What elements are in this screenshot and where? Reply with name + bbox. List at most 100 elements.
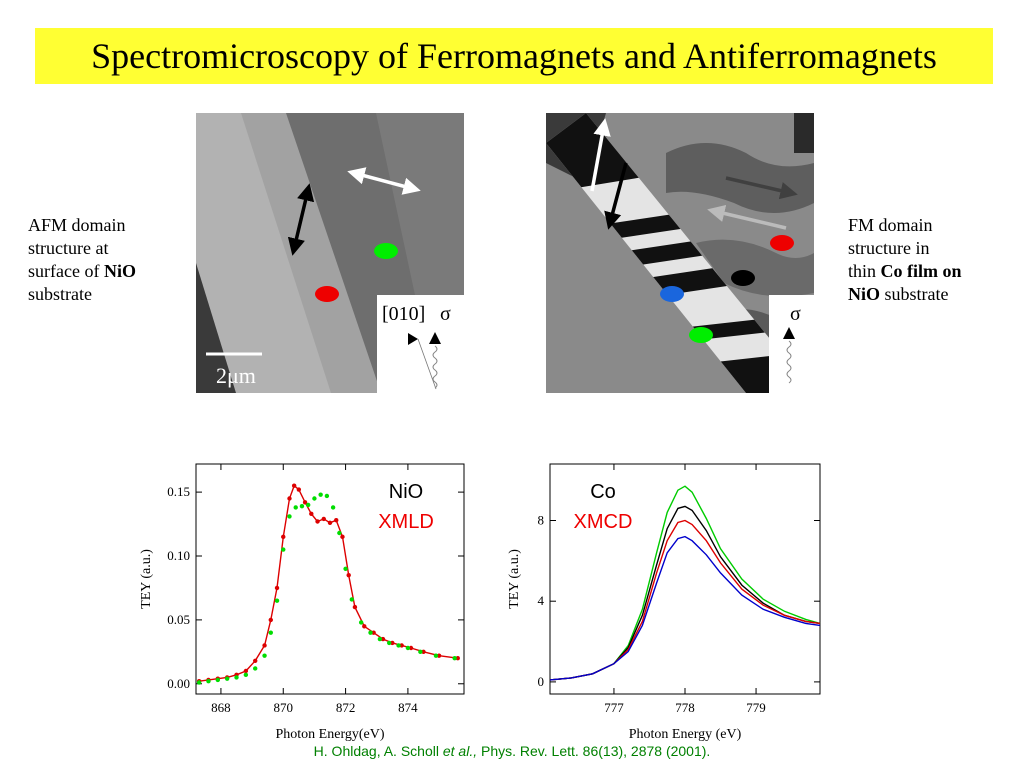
x-tick-label: 872: [336, 700, 356, 715]
series-1-point: [405, 645, 411, 651]
series-0-point: [340, 534, 345, 540]
series-1-point: [281, 547, 286, 552]
series-0-point: [291, 483, 297, 488]
x-tick-label: 868: [211, 700, 231, 715]
series-0-point: [455, 656, 460, 661]
fm-desc-line1: FM domain: [848, 215, 933, 235]
series-0-point: [352, 604, 358, 610]
fm-black-spot: [731, 270, 755, 286]
x-tick-label: 870: [274, 700, 294, 715]
fm-white-arrow: [590, 118, 611, 192]
citation: H. Ohldag, A. Scholl et al., Phys. Rev. …: [0, 743, 1024, 759]
y-tick-label: 0.00: [167, 676, 190, 691]
fm-desc-line2: structure in: [848, 238, 930, 258]
series-0-point: [334, 518, 339, 523]
afm-dark-corner: [196, 263, 236, 393]
series-1-point: [433, 653, 439, 658]
x-axis-label: Photon Energy (eV): [629, 727, 742, 742]
fm-green-spot: [689, 327, 713, 343]
afm-white-arrow: [347, 167, 421, 195]
series-1-point: [253, 666, 258, 671]
afm-inset-beam-line: [417, 338, 437, 390]
x-tick-label: 777: [604, 700, 624, 715]
series-1-point: [387, 640, 392, 646]
afm-inset-direction-arrow: [408, 333, 418, 345]
y-tick-label: 0.15: [167, 484, 190, 499]
afm-desc-line3-bold: NiO: [103, 261, 136, 281]
citation-ref: Phys. Rev. Lett. 86(13), 2878 (2001).: [477, 743, 711, 759]
y-tick-label: 0.10: [167, 548, 190, 563]
fm-dark-domain-1: [666, 143, 814, 213]
co-xmcd-svg: 777 778 779 0 4 8 Photon Energy (eV) TEY (a.u.)…: [507, 463, 821, 742]
technique-annotation: XMLD: [378, 511, 434, 533]
fm-desc-line3: thin Co film on: [848, 260, 1018, 283]
afm-bright-core: [196, 113, 331, 393]
fm-light-arrow: [707, 204, 787, 230]
series-1-point: [330, 505, 336, 510]
series-1-point: [243, 672, 249, 678]
scalebar-label: 2μm: [216, 363, 256, 388]
fm-desc-line4-bold: NiO: [848, 284, 881, 304]
element-annotation: NiO: [389, 481, 423, 503]
series-0-point: [390, 640, 395, 646]
series-1-point: [358, 620, 364, 625]
slide-title-box: Spectromicroscopy of Ferromagnets and An…: [35, 28, 993, 84]
series-1-point: [262, 653, 267, 658]
series-0-point: [371, 630, 376, 635]
series-0-point: [421, 649, 426, 655]
series-1-point: [337, 530, 342, 536]
series-0-point: [287, 496, 292, 501]
series-0-point: [408, 645, 414, 651]
fm-domain-image: σ: [546, 113, 814, 393]
x-tick-label: 874: [398, 700, 418, 715]
series-0-point: [262, 643, 267, 648]
citation-authors: H. Ohldag, A. Scholl: [313, 743, 443, 759]
series-0-point: [253, 658, 258, 663]
nio-xmld-svg: 868 870 872 874 0.00 0.05 0.10 0.15 Photon Energ…: [139, 463, 465, 742]
series-0-point: [302, 500, 308, 505]
series-0-point: [309, 511, 314, 517]
afm-desc-line2: structure at: [28, 238, 109, 258]
series-1-point: [206, 679, 211, 684]
x-tick-label: 778: [675, 700, 695, 715]
afm-inset-direction: [010]: [382, 303, 425, 325]
y-tick-label: 8: [538, 512, 545, 527]
x-axis-label: Photon Energy(eV): [276, 727, 385, 742]
afm-green-spot: [374, 243, 398, 259]
y-axis-label: TEY (a.u.): [139, 549, 154, 609]
series-line-3: [549, 535, 821, 681]
afm-desc-line3-text: surface of: [28, 261, 104, 281]
afm-inset-wave: [432, 345, 438, 389]
series-1-point: [418, 649, 423, 655]
fm-desc-line4-text: substrate: [880, 284, 949, 304]
series-1-point: [224, 676, 230, 681]
citation-etal: et al.,: [442, 743, 478, 759]
plot-frame: [195, 463, 465, 695]
series-1-point: [305, 502, 311, 508]
technique-annotation: XMCD: [574, 511, 633, 533]
series-1-point: [452, 656, 457, 661]
fm-red-spot: [770, 235, 794, 251]
afm-red-spot: [315, 286, 339, 302]
fm-desc-line3-bold: Co film on: [880, 261, 962, 281]
afm-domain-svg: 2μm [010] σ: [196, 113, 464, 393]
series-0-point: [296, 487, 302, 492]
series-1-point: [196, 680, 202, 685]
afm-inset: [377, 295, 464, 393]
slide-title: Spectromicroscopy of Ferromagnets and An…: [91, 36, 937, 76]
series-0-point: [274, 585, 280, 591]
series-1-point: [287, 514, 292, 519]
co-xmcd-chart: 777 778 779 0 4 8 Photon Energy (eV) TEY (a.u.)…: [500, 452, 830, 742]
series-1-point: [396, 643, 401, 648]
fm-inset-sigma-arrow: [783, 327, 795, 339]
series-0-point: [380, 636, 386, 642]
series-0-point: [281, 534, 286, 540]
fm-inset-sigma: σ: [790, 303, 801, 325]
afm-desc-line3: surface of NiO: [28, 260, 188, 283]
series-1-point: [215, 677, 221, 683]
fm-desc-line3-text: thin: [848, 261, 881, 281]
series-1-point: [268, 630, 273, 635]
afm-inset-sigma: σ: [440, 303, 451, 325]
fm-desc-line4: NiO substrate: [848, 283, 1018, 306]
series-0-point: [315, 519, 320, 524]
